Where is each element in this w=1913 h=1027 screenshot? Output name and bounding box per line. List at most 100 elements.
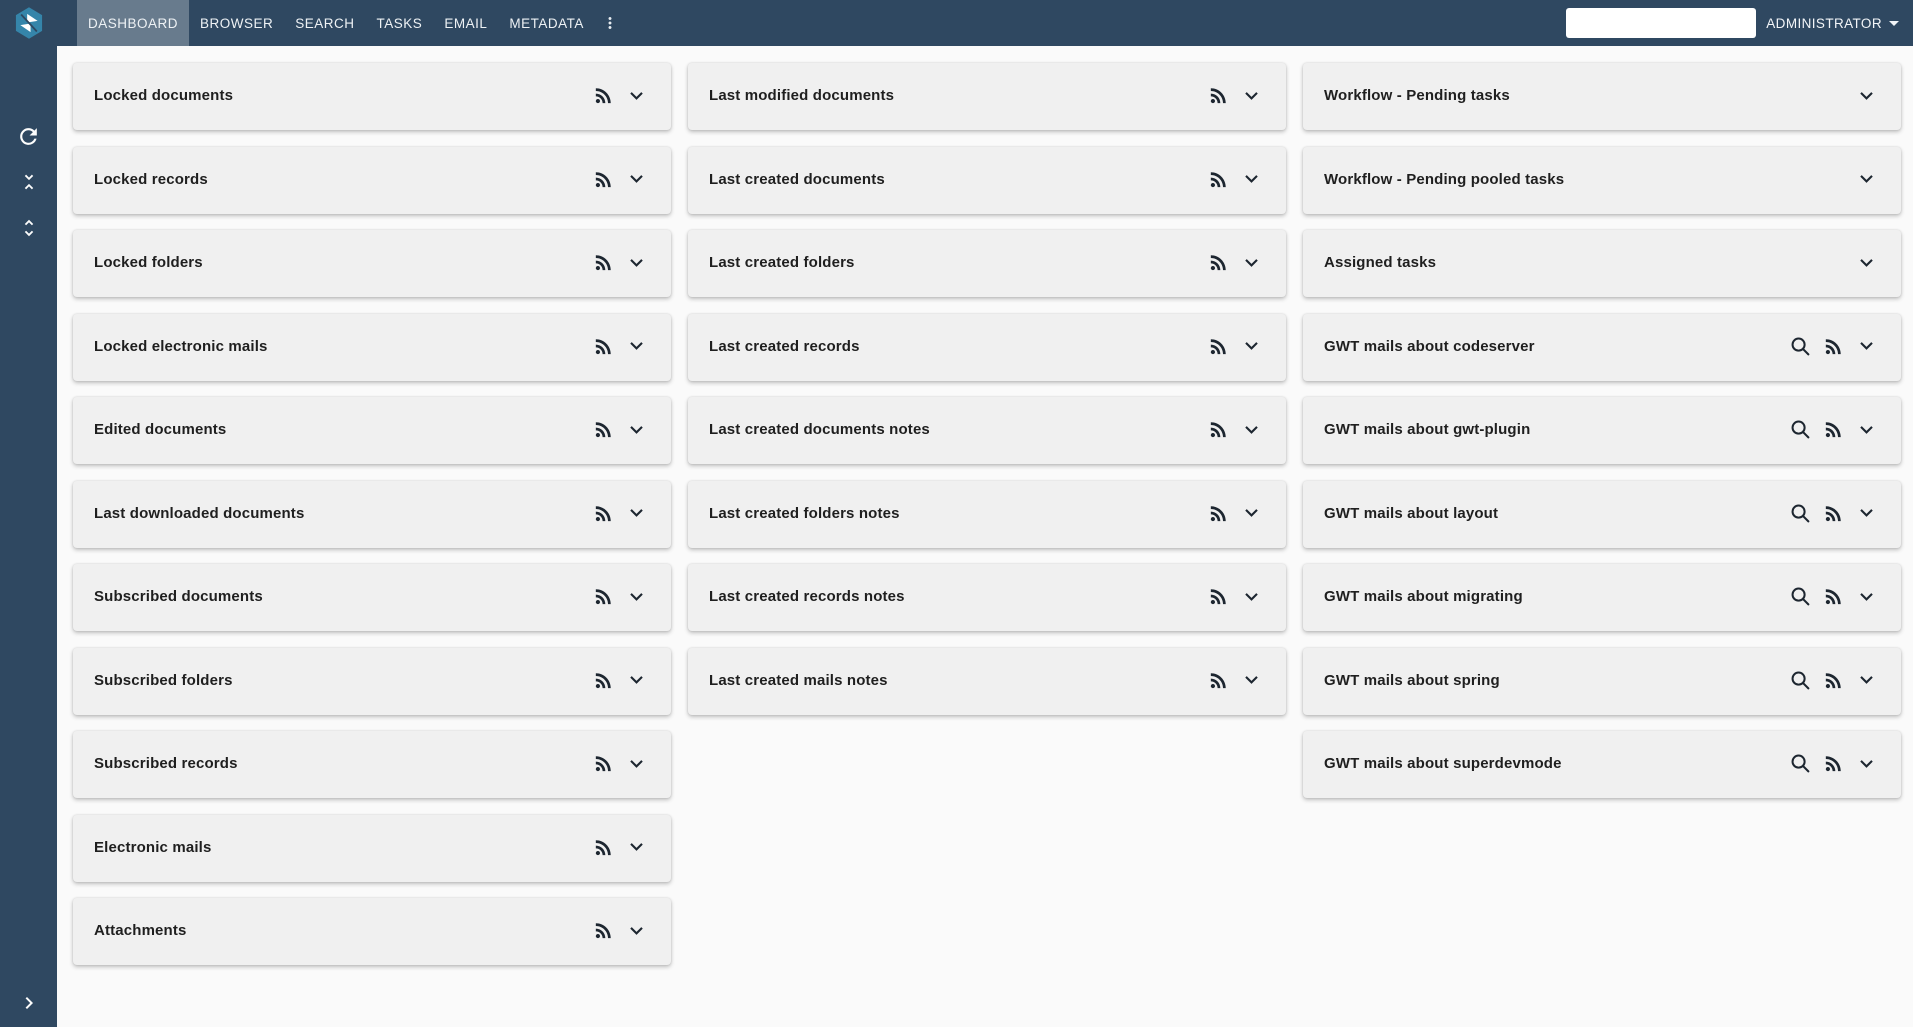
toggle-sidebar-button[interactable] — [11, 985, 47, 1021]
expand-icon[interactable] — [1854, 167, 1879, 192]
dashboard-panel[interactable]: GWT mails about layout — [1303, 480, 1901, 548]
expand-icon[interactable] — [1239, 668, 1264, 693]
expand-icon[interactable] — [624, 668, 649, 693]
dashboard-panel[interactable]: Last downloaded documents — [73, 480, 671, 548]
rss-icon[interactable] — [591, 334, 616, 359]
dashboard-panel[interactable]: Workflow - Pending pooled tasks — [1303, 146, 1901, 214]
dashboard-panel[interactable]: Attachments — [73, 898, 671, 965]
rss-icon[interactable] — [591, 668, 616, 693]
search-icon[interactable] — [1788, 751, 1813, 776]
expand-icon[interactable] — [624, 167, 649, 192]
rss-icon[interactable] — [1821, 334, 1846, 359]
rss-icon[interactable] — [591, 918, 616, 943]
rss-icon[interactable] — [1206, 501, 1231, 526]
dashboard-panel[interactable]: Last created mails notes — [688, 647, 1286, 715]
dashboard-panel[interactable]: Last created documents — [688, 146, 1286, 214]
tab-metadata[interactable]: METADATA — [509, 15, 584, 31]
expand-icon[interactable] — [624, 417, 649, 442]
dashboard-panel[interactable]: Locked electronic mails — [73, 313, 671, 381]
tab-email[interactable]: EMAIL — [444, 15, 488, 31]
dashboard-panel[interactable]: Subscribed documents — [73, 564, 671, 631]
search-icon[interactable] — [1788, 334, 1813, 359]
rss-icon[interactable] — [1821, 584, 1846, 609]
rss-icon[interactable] — [1821, 668, 1846, 693]
rss-icon[interactable] — [1206, 83, 1231, 108]
expand-icon[interactable] — [1239, 250, 1264, 275]
rss-icon[interactable] — [591, 250, 616, 275]
rss-icon[interactable] — [591, 835, 616, 860]
expand-icon[interactable] — [624, 584, 649, 609]
dashboard-panel[interactable]: Last created records — [688, 313, 1286, 381]
expand-icon[interactable] — [1854, 751, 1879, 776]
dashboard-panel[interactable]: Workflow - Pending tasks — [1303, 63, 1901, 130]
expand-icon[interactable] — [624, 835, 649, 860]
rss-icon[interactable] — [591, 584, 616, 609]
expand-icon[interactable] — [624, 250, 649, 275]
rss-icon[interactable] — [1206, 417, 1231, 442]
dashboard-panel[interactable]: GWT mails about spring — [1303, 647, 1901, 715]
tab-search[interactable]: SEARCH — [295, 15, 355, 31]
expand-icon[interactable] — [1854, 668, 1879, 693]
rss-icon[interactable] — [591, 167, 616, 192]
expand-all-button[interactable] — [11, 210, 47, 246]
dashboard-panel[interactable]: Last created documents notes — [688, 397, 1286, 464]
expand-icon[interactable] — [624, 918, 649, 943]
dashboard-panel[interactable]: Subscribed folders — [73, 647, 671, 715]
dashboard-panel[interactable]: Electronic mails — [73, 814, 671, 882]
rss-icon[interactable] — [1821, 417, 1846, 442]
expand-icon[interactable] — [624, 751, 649, 776]
collapse-all-button[interactable] — [11, 164, 47, 200]
expand-icon[interactable] — [1239, 584, 1264, 609]
tab-dashboard[interactable]: DASHBOARD — [77, 0, 190, 46]
dashboard-panel[interactable]: Edited documents — [73, 397, 671, 464]
dashboard-panel[interactable]: GWT mails about migrating — [1303, 564, 1901, 631]
dashboard-panel[interactable]: Locked documents — [73, 63, 671, 130]
rss-icon[interactable] — [1206, 668, 1231, 693]
rss-icon[interactable] — [591, 83, 616, 108]
global-search-input[interactable] — [1566, 8, 1757, 38]
expand-icon[interactable] — [1854, 250, 1879, 275]
rss-icon[interactable] — [591, 751, 616, 776]
dashboard-panel[interactable]: Locked folders — [73, 230, 671, 297]
dashboard-panel[interactable]: Subscribed records — [73, 731, 671, 798]
rss-icon[interactable] — [1206, 167, 1231, 192]
search-icon[interactable] — [1788, 584, 1813, 609]
refresh-button[interactable] — [11, 118, 47, 154]
expand-icon[interactable] — [1239, 334, 1264, 359]
rss-icon[interactable] — [1206, 334, 1231, 359]
dashboard-panel[interactable]: Last created records notes — [688, 564, 1286, 631]
dashboard-panel[interactable]: Last created folders notes — [688, 480, 1286, 548]
rss-icon[interactable] — [591, 501, 616, 526]
search-icon[interactable] — [1788, 668, 1813, 693]
dashboard-panel[interactable]: GWT mails about gwt-plugin — [1303, 397, 1901, 464]
dashboard-panel[interactable]: GWT mails about superdevmode — [1303, 731, 1901, 798]
search-icon[interactable] — [1788, 417, 1813, 442]
rss-icon[interactable] — [1206, 584, 1231, 609]
expand-icon[interactable] — [624, 83, 649, 108]
expand-icon[interactable] — [1854, 334, 1879, 359]
expand-icon[interactable] — [1239, 417, 1264, 442]
dashboard-panel[interactable]: Locked records — [73, 146, 671, 214]
search-icon[interactable] — [1788, 501, 1813, 526]
dashboard-panel[interactable]: Last created folders — [688, 230, 1286, 297]
more-vert-icon[interactable] — [595, 0, 625, 46]
expand-icon[interactable] — [1239, 167, 1264, 192]
dashboard-panel[interactable]: Last modified documents — [688, 63, 1286, 130]
rss-icon[interactable] — [1821, 501, 1846, 526]
dashboard-panel[interactable]: Assigned tasks — [1303, 230, 1901, 297]
expand-icon[interactable] — [1239, 501, 1264, 526]
expand-icon[interactable] — [1854, 417, 1879, 442]
expand-icon[interactable] — [1239, 83, 1264, 108]
expand-icon[interactable] — [624, 501, 649, 526]
rss-icon[interactable] — [1206, 250, 1231, 275]
expand-icon[interactable] — [1854, 584, 1879, 609]
user-menu[interactable]: ADMINISTRATOR — [1766, 16, 1899, 31]
tab-tasks[interactable]: TASKS — [376, 15, 423, 31]
rss-icon[interactable] — [1821, 751, 1846, 776]
expand-icon[interactable] — [1854, 83, 1879, 108]
dashboard-panel[interactable]: GWT mails about codeserver — [1303, 313, 1901, 381]
rss-icon[interactable] — [591, 417, 616, 442]
tab-browser[interactable]: BROWSER — [200, 15, 274, 31]
expand-icon[interactable] — [1854, 501, 1879, 526]
expand-icon[interactable] — [624, 334, 649, 359]
